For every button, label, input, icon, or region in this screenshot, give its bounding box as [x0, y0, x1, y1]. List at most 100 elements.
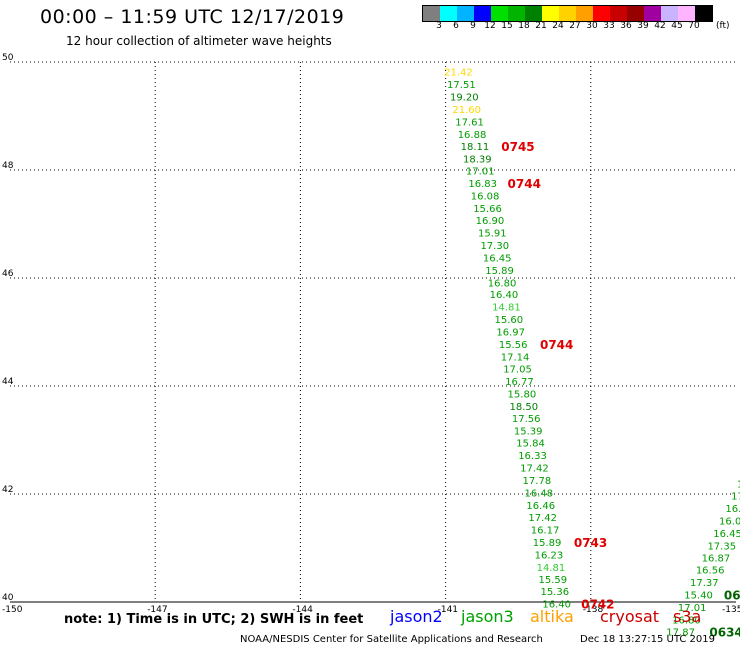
wave-height-label: 16.17 [725, 504, 740, 515]
wave-height-label: 15.89 [533, 538, 562, 549]
legend-unit: (ft) [716, 21, 730, 31]
wave-height-label: 17.42 [528, 513, 557, 524]
wave-height-label: 17.01 [678, 603, 707, 614]
lat-tick-label: 42 [2, 485, 13, 495]
legend-swatch [644, 6, 661, 21]
wave-height-label: 16.80 [672, 615, 701, 626]
wave-height-label: 15.60 [494, 315, 523, 326]
wave-height-label: 14.81 [492, 303, 521, 314]
wave-height-label: 21.60 [452, 105, 481, 116]
legend-label: 36 [620, 21, 632, 31]
wave-height-label: 16.48 [524, 488, 553, 499]
wave-height-label: 16.83 [468, 179, 497, 190]
legend-label: 39 [637, 21, 649, 31]
lat-tick-label: 40 [2, 593, 14, 603]
wave-height-label: 16.88 [458, 130, 487, 141]
wave-height-label: 15.89 [485, 266, 514, 277]
wave-height-label: 16.09 [719, 516, 740, 527]
wave-height-label: 17.78 [523, 476, 552, 487]
wave-height-label: 16.45 [483, 253, 512, 264]
wave-height-label: 21.42 [444, 68, 473, 79]
wave-height-label: 17.01 [466, 167, 495, 178]
wave-height-label: 14.81 [537, 563, 566, 574]
lon-tick-label: -138 [583, 605, 604, 615]
wave-height-label: 15.84 [516, 439, 545, 450]
pass-time-label: 0635 [724, 588, 740, 602]
lon-tick-label: -150 [2, 605, 23, 615]
footer-note: note: 1) Time is in UTC; 2) SWH is in fe… [64, 612, 364, 627]
color-legend [422, 5, 713, 22]
wave-height-label: 16.87 [702, 554, 731, 565]
wave-height-label: 15.59 [539, 575, 568, 586]
legend-swatch [542, 6, 559, 21]
wave-height-label: 19.20 [450, 93, 479, 104]
pass-time-label: 0745 [501, 140, 534, 154]
wave-height-label: 15.36 [540, 587, 569, 598]
wave-height-label: 16.40 [542, 600, 571, 611]
legend-label: 12 [484, 21, 496, 31]
legend-swatch [593, 6, 610, 21]
wave-height-label: 15.66 [473, 204, 502, 215]
wave-height-label: 18.50 [509, 402, 538, 413]
legend-swatch [576, 6, 593, 21]
wave-height-label: 16.80 [488, 278, 517, 289]
wave-height-label: 17.30 [480, 241, 509, 252]
wave-height-label: 16.17 [531, 526, 560, 537]
legend-label: 6 [453, 21, 459, 31]
legend-label: 30 [586, 21, 598, 31]
pass-time-label: 0742 [581, 598, 614, 612]
satellite-s3a: s3a [673, 607, 702, 626]
legend-swatch [491, 6, 508, 21]
wave-height-label: 16.33 [518, 451, 547, 462]
wave-height-label: 16.77 [505, 377, 534, 388]
legend-label: 70 [688, 21, 700, 31]
wave-height-label: 16.90 [476, 216, 505, 227]
lon-tick-label: -144 [292, 605, 313, 615]
legend-label: 9 [470, 21, 476, 31]
lon-tick-label: -135 [722, 605, 740, 615]
satellite-cryosat: cryosat [600, 607, 660, 626]
lat-tick-label: 46 [2, 269, 14, 279]
wave-height-label: 17.14 [501, 352, 530, 363]
legend-swatch [508, 6, 525, 21]
wave-height-label: 16.08 [471, 191, 500, 202]
satellite-altika: altika [530, 607, 574, 626]
lat-tick-label: 50 [2, 53, 14, 63]
lat-tick-label: 48 [2, 161, 14, 171]
wave-height-label: 18.11 [461, 142, 490, 153]
wave-height-label: 15.39 [514, 426, 543, 437]
wave-height-label: 17.61 [455, 117, 484, 128]
legend-labels: 3 6 9 12 15 18 21 24 27 30 33 36 39 42 45 70 [422, 21, 740, 33]
legend-label: 21 [535, 21, 547, 31]
pass-time-label: 0634 [709, 626, 740, 640]
legend-swatch [457, 6, 474, 21]
legend-swatch [474, 6, 491, 21]
legend-label: 45 [671, 21, 683, 31]
legend-swatch [695, 6, 712, 21]
legend-swatch [661, 6, 678, 21]
wave-height-label: 17.05 [503, 365, 532, 376]
legend-label: 42 [654, 21, 666, 31]
satellite-jason2: jason2 [390, 607, 443, 626]
pass-time-label: 0743 [574, 536, 607, 550]
wave-height-label: 17.4 [737, 480, 740, 491]
wave-height-label: 16.23 [535, 550, 564, 561]
wave-height-label: 16.97 [496, 327, 525, 338]
wave-height-label: 17.56 [512, 414, 541, 425]
wave-height-label: 17.87 [666, 628, 695, 639]
legend-swatch [423, 6, 440, 21]
satellite-jason3: jason3 [461, 607, 514, 626]
legend-swatch [678, 6, 695, 21]
wave-height-label: 17.37 [690, 578, 719, 589]
wave-height-label: 15.56 [499, 340, 528, 351]
wave-height-label: 17.42 [520, 464, 549, 475]
legend-label: 27 [569, 21, 581, 31]
legend-label: 3 [436, 21, 442, 31]
lon-tick-label: -141 [438, 605, 458, 615]
lon-tick-label: -147 [147, 605, 167, 615]
legend-swatch [610, 6, 627, 21]
wave-height-label: 17.51 [447, 80, 476, 91]
legend-label: 15 [501, 21, 513, 31]
